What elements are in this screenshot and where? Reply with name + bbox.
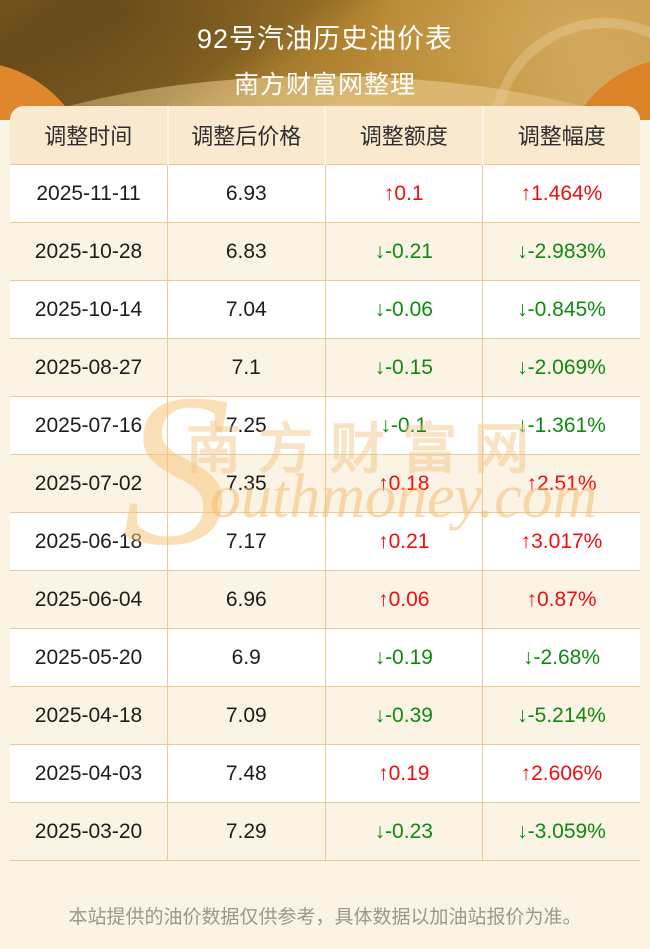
table-row: 2025-07-16 7.25 ↓-0.1 ↓-1.361% xyxy=(10,396,640,455)
cell-change-amount: ↑0.1 xyxy=(325,164,483,223)
table-row: 2025-03-20 7.29 ↓-0.23 ↓-3.059% xyxy=(10,802,640,861)
column-header-adjust-range: 调整幅度 xyxy=(482,106,640,165)
table-row: 2025-05-20 6.9 ↓-0.19 ↓-2.68% xyxy=(10,628,640,687)
table-row: 2025-06-04 6.96 ↑0.06 ↑0.87% xyxy=(10,570,640,629)
table-row: 2025-04-03 7.48 ↑0.19 ↑2.606% xyxy=(10,744,640,803)
banner: 92号汽油历史油价表 南方财富网整理 xyxy=(0,0,650,120)
page-title: 92号汽油历史油价表 xyxy=(196,24,454,54)
cell-adjust-date: 2025-07-16 xyxy=(10,396,168,455)
price-table-container: 调整时间 调整后价格 调整额度 调整幅度 2025-11-11 6.93 ↑0.… xyxy=(10,106,640,861)
price-table: 调整时间 调整后价格 调整额度 调整幅度 2025-11-11 6.93 ↑0.… xyxy=(10,106,640,861)
cell-change-percent: ↑0.87% xyxy=(482,570,640,629)
cell-price: 7.35 xyxy=(167,454,326,513)
table-row: 2025-07-02 7.35 ↑0.18 ↑2.51% xyxy=(10,454,640,513)
cell-change-amount: ↑0.18 xyxy=(325,454,483,513)
cell-adjust-date: 2025-07-02 xyxy=(10,454,168,513)
cell-change-amount: ↑0.21 xyxy=(325,512,483,571)
cell-change-amount: ↓-0.15 xyxy=(325,338,483,397)
cell-adjust-date: 2025-04-18 xyxy=(10,686,168,745)
cell-change-percent: ↓-0.845% xyxy=(482,280,640,339)
cell-adjust-date: 2025-04-03 xyxy=(10,744,168,803)
cell-adjust-date: 2025-08-27 xyxy=(10,338,168,397)
cell-change-amount: ↓-0.1 xyxy=(325,396,483,455)
table-row: 2025-10-28 6.83 ↓-0.21 ↓-2.983% xyxy=(10,222,640,281)
cell-adjust-date: 2025-11-11 xyxy=(10,164,168,223)
table-row: 2025-11-11 6.93 ↑0.1 ↑1.464% xyxy=(10,164,640,223)
cell-change-percent: ↑2.51% xyxy=(482,454,640,513)
table-row: 2025-06-18 7.17 ↑0.21 ↑3.017% xyxy=(10,512,640,571)
cell-change-percent: ↓-1.361% xyxy=(482,396,640,455)
table-row: 2025-08-27 7.1 ↓-0.15 ↓-2.069% xyxy=(10,338,640,397)
page-subtitle: 南方财富网整理 xyxy=(233,71,416,99)
cell-change-percent: ↓-2.68% xyxy=(482,628,640,687)
cell-price: 7.29 xyxy=(167,802,326,861)
cell-change-amount: ↓-0.23 xyxy=(325,802,483,861)
cell-change-percent: ↓-5.214% xyxy=(482,686,640,745)
cell-price: 6.83 xyxy=(167,222,326,281)
cell-price: 6.93 xyxy=(167,164,326,223)
cell-adjust-date: 2025-10-14 xyxy=(10,280,168,339)
cell-price: 6.96 xyxy=(167,570,326,629)
cell-change-amount: ↑0.06 xyxy=(325,570,483,629)
cell-change-amount: ↑0.19 xyxy=(325,744,483,803)
cell-price: 7.04 xyxy=(167,280,326,339)
table-header-row: 调整时间 调整后价格 调整额度 调整幅度 xyxy=(10,106,640,165)
cell-price: 7.09 xyxy=(167,686,326,745)
cell-adjust-date: 2025-06-04 xyxy=(10,570,168,629)
column-header-adjust-time: 调整时间 xyxy=(10,106,169,165)
cell-price: 6.9 xyxy=(167,628,326,687)
cell-change-percent: ↑2.606% xyxy=(482,744,640,803)
cell-change-amount: ↓-0.21 xyxy=(325,222,483,281)
cell-change-amount: ↓-0.06 xyxy=(325,280,483,339)
table-row: 2025-04-18 7.09 ↓-0.39 ↓-5.214% xyxy=(10,686,640,745)
cell-adjust-date: 2025-10-28 xyxy=(10,222,168,281)
cell-price: 7.17 xyxy=(167,512,326,571)
cell-change-percent: ↓-2.983% xyxy=(482,222,640,281)
cell-change-percent: ↑3.017% xyxy=(482,512,640,571)
cell-change-amount: ↓-0.19 xyxy=(325,628,483,687)
cell-price: 7.25 xyxy=(167,396,326,455)
cell-change-percent: ↓-2.069% xyxy=(482,338,640,397)
cell-change-percent: ↑1.464% xyxy=(482,164,640,223)
cell-price: 7.48 xyxy=(167,744,326,803)
column-header-adjust-amount: 调整额度 xyxy=(325,106,484,165)
cell-change-percent: ↓-3.059% xyxy=(482,802,640,861)
column-header-adjusted-price: 调整后价格 xyxy=(167,106,326,165)
cell-adjust-date: 2025-05-20 xyxy=(10,628,168,687)
cell-adjust-date: 2025-06-18 xyxy=(10,512,168,571)
disclaimer-text: 本站提供的油价数据仅供参考，具体数据以加油站报价为准。 xyxy=(68,907,582,928)
cell-change-amount: ↓-0.39 xyxy=(325,686,483,745)
cell-adjust-date: 2025-03-20 xyxy=(10,802,168,861)
table-row: 2025-10-14 7.04 ↓-0.06 ↓-0.845% xyxy=(10,280,640,339)
cell-price: 7.1 xyxy=(167,338,326,397)
